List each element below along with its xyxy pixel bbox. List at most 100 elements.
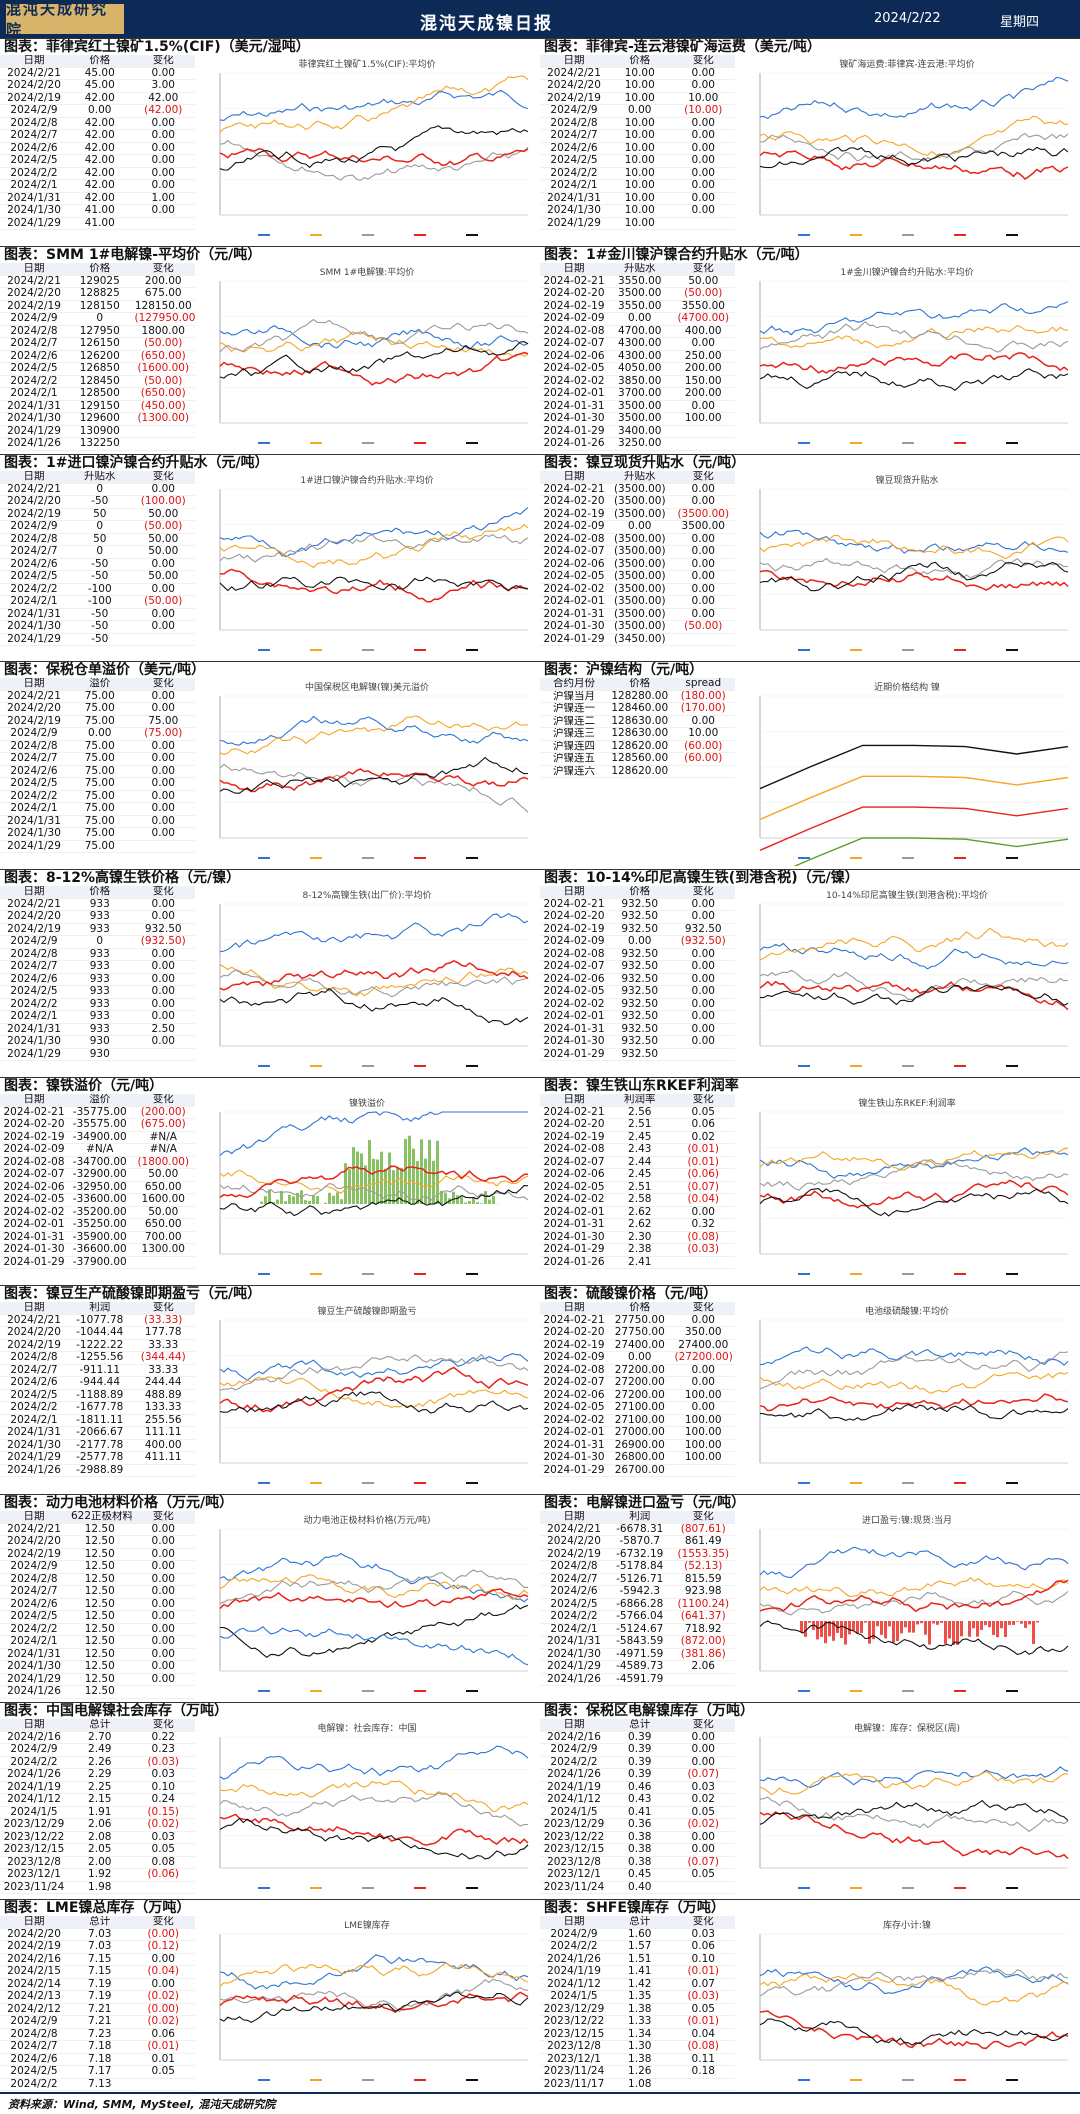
data-table: 日期 利润 变化 2024/2/21 -6678.31 (807.61) 2024/2/20…: [540, 1511, 735, 1686]
table-cell: 2024-02-20: [540, 910, 608, 924]
bar-mark: [468, 1200, 471, 1204]
bar-mark: [940, 1621, 943, 1623]
table-row: 2024/1/5 0.41 0.05: [540, 1806, 735, 1819]
table-cell: 75.00: [68, 840, 132, 853]
table-cell: 128280.00: [608, 690, 672, 703]
table-row: 2024/2/19 -6732.19 (1553.35): [540, 1548, 735, 1561]
history-chart: SMM 1#电解镍:平均价: [198, 263, 536, 451]
table-cell: (344.44): [131, 1351, 195, 1365]
series-line: [219, 1978, 529, 2013]
table-cell: 126150: [68, 337, 132, 351]
table-row: 2024/1/29 -2577.78 411.11: [0, 1451, 195, 1465]
series-line: [219, 341, 529, 379]
chart-canvas: [759, 1319, 1069, 1484]
table-row: 2023/11/17 1.08: [540, 2078, 735, 2091]
table-row: 2024-01-29 932.50: [540, 1048, 735, 1061]
table-row: 2024-01-29 2.38 (0.03): [540, 1243, 735, 1257]
table-cell: 0.00: [671, 192, 735, 205]
table-cell: -5843.59: [608, 1635, 672, 1649]
table-row: 2024-02-02 932.50 0.00: [540, 998, 735, 1011]
table-cell: (0.03): [671, 1243, 735, 1257]
column-header: 变化: [671, 263, 735, 276]
history-chart: 中国保税区电解镍(镍)美元溢价: [198, 678, 536, 866]
history-chart: 1#金川镍沪镍合约升贴水:平均价: [738, 263, 1076, 451]
table-row: 2024-01-29 3400.00: [540, 425, 735, 438]
table-cell: 2024/2/6: [0, 142, 68, 155]
series-line: [759, 146, 1069, 169]
table-cell: -1811.11: [68, 1414, 132, 1427]
series-line: [219, 139, 529, 182]
table-cell: 126200: [68, 350, 132, 363]
bar-mark: [296, 1192, 299, 1204]
series-line: [219, 1991, 529, 2023]
table-row: 2024/2/2 1.57 0.06: [540, 1940, 735, 1954]
table-cell: 2024/2/2: [0, 583, 68, 596]
bar-mark: [944, 1621, 947, 1644]
column-header: 变化: [671, 55, 735, 68]
table-cell: -100: [68, 595, 132, 609]
table-cell: 0.00: [131, 1635, 195, 1649]
table-cell: 2024/2/7: [0, 1585, 68, 1599]
series-line: [219, 507, 529, 558]
table-cell: [671, 1048, 735, 1061]
table-cell: 2024/2/2: [0, 1623, 68, 1636]
table-cell: 4300.00: [608, 350, 672, 363]
table-cell: 33.33: [131, 1364, 195, 1377]
table-cell: 2024/2/1: [0, 1010, 68, 1024]
table-cell: 2024/1/30: [0, 1439, 68, 1452]
chart-canvas: [759, 72, 1069, 236]
table-cell: 0.00: [671, 204, 735, 218]
table-cell: 0.38: [608, 1843, 672, 1857]
series-line: [759, 570, 1069, 591]
table-cell: 933: [68, 1010, 132, 1024]
table-cell: 930: [68, 1035, 132, 1049]
column-header: 变化: [671, 1302, 735, 1315]
table-row: 2024-02-21 -35775.00 (200.00): [0, 1106, 195, 1119]
table-cell: 130900: [68, 425, 132, 438]
table-cell: (50.00): [131, 595, 195, 609]
table-cell: -5124.67: [608, 1623, 672, 1636]
table-cell: 10.00: [608, 192, 672, 205]
table-row: 2024/2/1 12.50 0.00: [0, 1635, 195, 1649]
table-cell: 27100.00: [608, 1401, 672, 1415]
table-cell: 0: [68, 520, 132, 534]
table-cell: (0.06): [131, 1868, 195, 1882]
table-cell: 2024/2/15: [0, 1965, 68, 1979]
column-header: 日期: [0, 1302, 68, 1315]
chart-title: 电池级硫酸镍:平均价: [864, 1307, 950, 1317]
table-cell: [671, 633, 735, 646]
table-cell: (381.86): [671, 1648, 735, 1661]
chart-title: 1#金川镍沪镍合约升贴水:平均价: [840, 268, 974, 278]
table-cell: 0.00: [671, 1376, 735, 1390]
table-cell: [671, 437, 735, 451]
table-cell: 2024/2/1: [0, 179, 68, 193]
table-cell: -4971.59: [608, 1648, 672, 1661]
chart-section: 图表：镍豆现货升贴水（元/吨） 日期 升贴水 变化 2024-02-21 (3500.00…: [540, 454, 1080, 661]
table-cell: 2024/2/14: [0, 1978, 68, 1991]
table-cell: (10.00): [671, 104, 735, 118]
table-cell: 100.00: [671, 1414, 735, 1427]
table-cell: 650.00: [131, 1218, 195, 1232]
table-row: 2024/1/30 -50 0.00: [0, 620, 195, 634]
bar-mark: [388, 1152, 391, 1204]
section-title: 图表：10-14%印尼高镍生铁(到港含税)（元/镍）: [540, 869, 1080, 886]
table-header-row: 日期 价格 变化: [0, 886, 195, 899]
data-table: 日期 总计 变化 2024/2/16 0.39 0.00 2024/2/9 0.39 0.00 2…: [540, 1719, 735, 1894]
column-header: 总计: [68, 1719, 132, 1732]
table-cell: 932.50: [671, 923, 735, 936]
bar-mark: [820, 1621, 823, 1637]
table-row: 2024-02-19 3550.00 3550.00: [540, 300, 735, 313]
column-header: 日期: [0, 886, 68, 899]
table-cell: -6732.19: [608, 1548, 672, 1561]
table-cell: 2024/1/26: [0, 1464, 68, 1477]
table-cell: 2024-01-31: [540, 1439, 608, 1452]
table-cell: 2023/12/1: [540, 1868, 608, 1882]
table-cell: 0.00: [671, 533, 735, 546]
history-chart: 电池级硫酸镍:平均价: [738, 1302, 1076, 1491]
column-header: 价格: [608, 1302, 672, 1315]
table-row: 2024/2/6 10.00 0.00: [540, 142, 735, 155]
bar-mark: [920, 1621, 923, 1624]
table-row: 2024/2/2 -1677.78 133.33: [0, 1401, 195, 1415]
table-cell: (872.00): [671, 1635, 735, 1649]
table-cell: 132250: [68, 437, 132, 451]
